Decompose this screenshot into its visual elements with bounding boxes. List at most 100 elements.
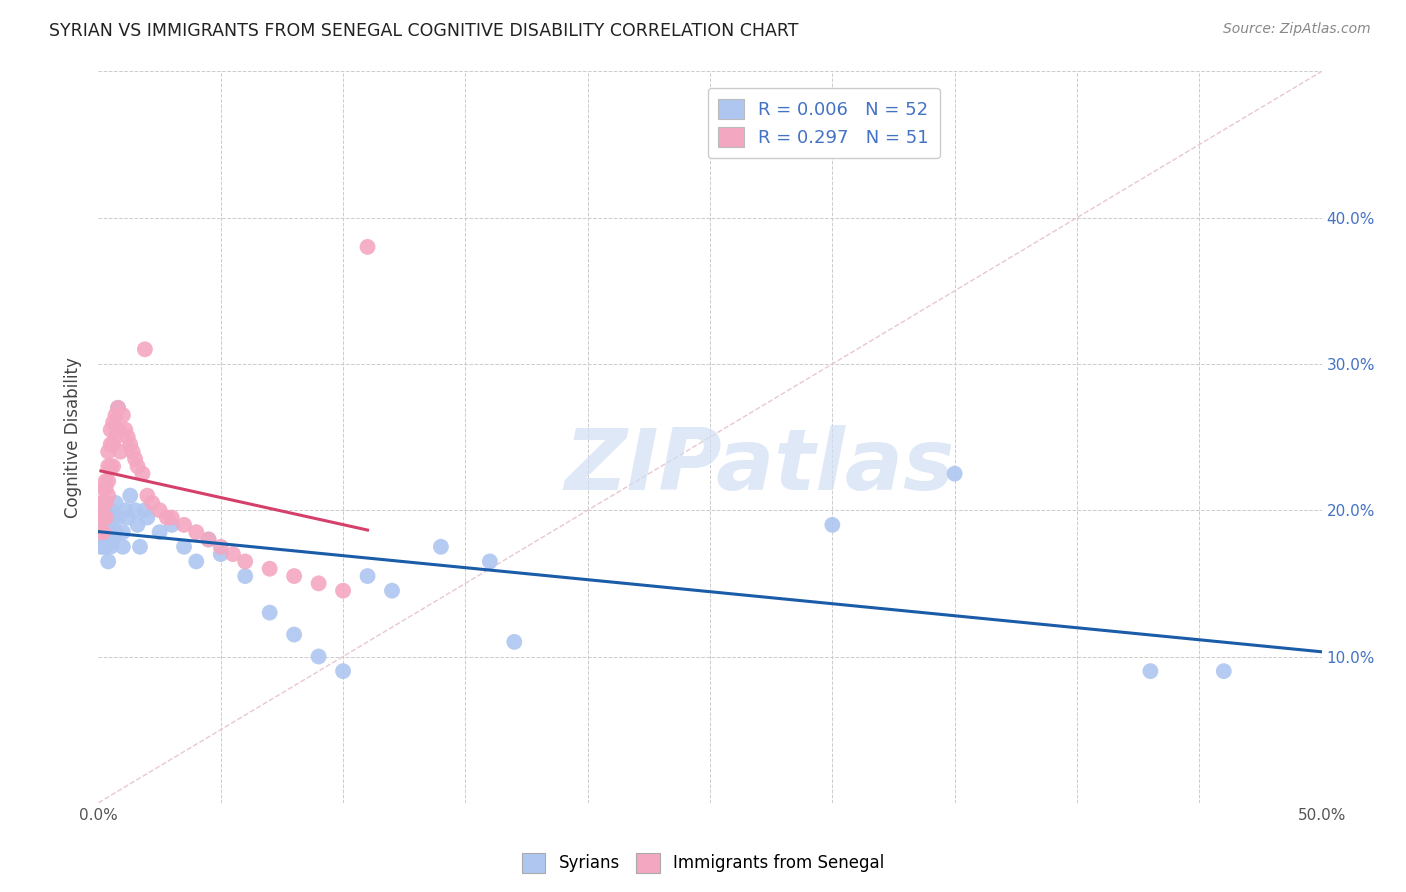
Point: [308, 576, 330, 591]
Point: [127, 517, 149, 532]
Point: [97, 489, 120, 503]
Point: [91, 481, 114, 495]
Legend: R = 0.006   N = 52, R = 0.297   N = 51: R = 0.006 N = 52, R = 0.297 N = 51: [707, 87, 939, 158]
Point: [186, 554, 208, 568]
Point: [101, 533, 124, 547]
Point: [94, 496, 117, 510]
Point: [111, 525, 134, 540]
Point: [1212, 664, 1234, 678]
Point: [233, 569, 256, 583]
Point: [136, 510, 159, 524]
Point: [503, 635, 526, 649]
Point: [104, 525, 127, 540]
Point: [94, 481, 117, 495]
Text: SYRIAN VS IMMIGRANTS FROM SENEGAL COGNITIVE DISABILITY CORRELATION CHART: SYRIAN VS IMMIGRANTS FROM SENEGAL COGNIT…: [49, 22, 799, 40]
Point: [134, 503, 156, 517]
Point: [91, 540, 114, 554]
Point: [90, 525, 112, 540]
Point: [94, 474, 117, 488]
Point: [222, 547, 245, 561]
Point: [308, 649, 330, 664]
Point: [114, 503, 136, 517]
Point: [259, 562, 281, 576]
Point: [90, 510, 112, 524]
Point: [90, 496, 112, 510]
Point: [356, 569, 378, 583]
Point: [120, 437, 142, 451]
Point: [100, 540, 122, 554]
Point: [97, 444, 120, 458]
Point: [107, 423, 129, 437]
Point: [94, 496, 117, 510]
Point: [114, 423, 136, 437]
Point: [100, 503, 122, 517]
Point: [91, 510, 114, 524]
Point: [156, 510, 179, 524]
Point: [100, 423, 122, 437]
Point: [91, 496, 114, 510]
Point: [233, 554, 256, 568]
Point: [104, 408, 127, 422]
Point: [100, 437, 122, 451]
Y-axis label: Cognitive Disability: Cognitive Disability: [65, 357, 83, 517]
Point: [97, 459, 120, 474]
Point: [332, 664, 354, 678]
Point: [117, 430, 139, 444]
Point: [173, 517, 195, 532]
Point: [121, 444, 143, 458]
Point: [124, 503, 146, 517]
Text: Source: ZipAtlas.com: Source: ZipAtlas.com: [1223, 22, 1371, 37]
Point: [197, 533, 219, 547]
Point: [332, 583, 354, 598]
Point: [430, 540, 453, 554]
Point: [136, 489, 159, 503]
Point: [124, 452, 146, 467]
Point: [821, 517, 844, 532]
Point: [943, 467, 966, 481]
Point: [97, 554, 120, 568]
Point: [197, 533, 219, 547]
Point: [104, 430, 127, 444]
Point: [91, 525, 114, 540]
Point: [134, 343, 156, 357]
Point: [160, 517, 183, 532]
Point: [149, 503, 172, 517]
Point: [478, 554, 501, 568]
Point: [129, 540, 152, 554]
Point: [101, 416, 124, 430]
Point: [173, 540, 195, 554]
Point: [131, 467, 153, 481]
Point: [94, 510, 117, 524]
Point: [101, 459, 124, 474]
Point: [94, 510, 117, 524]
Point: [111, 540, 134, 554]
Point: [160, 510, 183, 524]
Text: ZIPatlas: ZIPatlas: [564, 425, 955, 508]
Point: [186, 525, 208, 540]
Point: [283, 627, 305, 641]
Point: [107, 401, 129, 415]
Point: [259, 606, 281, 620]
Point: [209, 540, 232, 554]
Point: [94, 525, 117, 540]
Point: [381, 583, 404, 598]
Point: [107, 401, 129, 415]
Point: [104, 496, 127, 510]
Point: [149, 525, 172, 540]
Point: [117, 510, 139, 524]
Point: [97, 474, 120, 488]
Point: [1139, 664, 1161, 678]
Point: [101, 510, 124, 524]
Point: [120, 489, 142, 503]
Point: [97, 517, 120, 532]
Point: [111, 408, 134, 422]
Point: [91, 525, 114, 540]
Point: [90, 525, 112, 540]
Point: [283, 569, 305, 583]
Point: [110, 444, 132, 458]
Point: [94, 540, 117, 554]
Point: [356, 240, 378, 254]
Point: [141, 496, 163, 510]
Point: [100, 459, 122, 474]
Point: [90, 540, 112, 554]
